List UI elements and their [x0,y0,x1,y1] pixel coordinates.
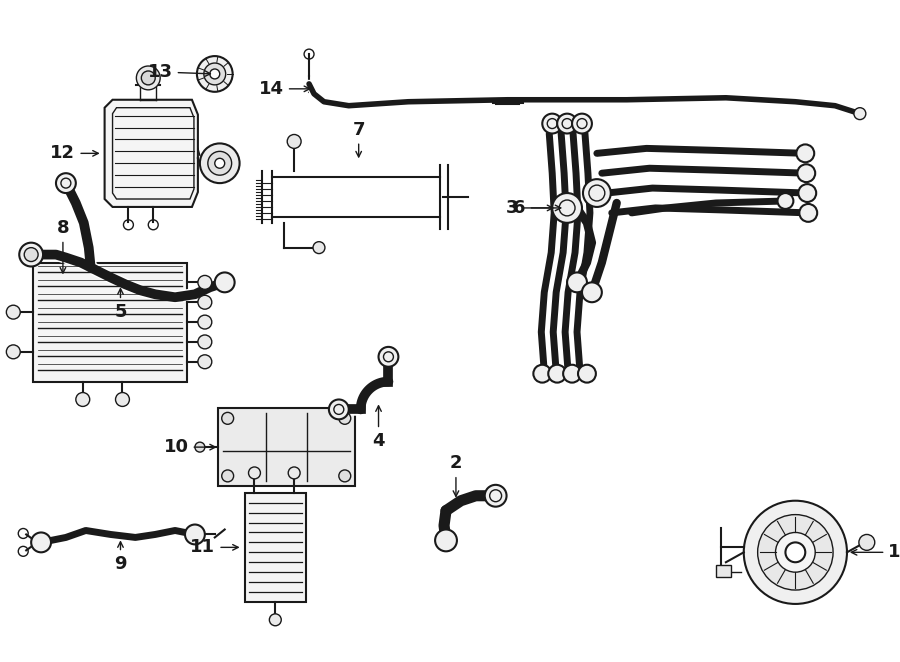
Circle shape [572,114,592,134]
Circle shape [6,305,20,319]
Circle shape [854,108,866,120]
Text: 5: 5 [114,289,127,321]
Text: 8: 8 [57,218,69,273]
Circle shape [198,275,212,289]
Circle shape [776,532,815,572]
Circle shape [582,283,602,303]
Circle shape [288,467,300,479]
Circle shape [204,63,226,85]
Text: 11: 11 [191,538,238,556]
Circle shape [197,56,232,92]
Circle shape [786,542,806,562]
Circle shape [743,500,847,604]
Bar [716,565,731,577]
Circle shape [548,365,566,383]
Circle shape [32,532,51,552]
Circle shape [6,345,20,359]
Circle shape [859,534,875,550]
Circle shape [799,204,817,222]
Circle shape [583,179,611,207]
Circle shape [287,134,302,148]
Circle shape [269,614,282,626]
Text: 13: 13 [148,63,211,81]
Circle shape [221,470,234,482]
Bar [218,408,355,486]
Circle shape [221,412,234,424]
Circle shape [208,152,231,175]
Circle shape [56,173,76,193]
Circle shape [248,467,260,479]
Circle shape [19,243,43,267]
Circle shape [578,365,596,383]
Text: 2: 2 [450,454,463,496]
Circle shape [797,164,815,182]
Polygon shape [33,263,187,381]
Text: 3: 3 [507,199,553,217]
Text: 9: 9 [114,542,127,573]
Polygon shape [104,100,198,207]
Circle shape [543,114,562,134]
Circle shape [198,295,212,309]
Circle shape [796,144,814,162]
Circle shape [563,365,581,383]
Circle shape [567,273,587,293]
Text: 6: 6 [513,199,561,217]
Circle shape [198,335,212,349]
Circle shape [778,193,794,209]
Text: 14: 14 [259,80,310,98]
Circle shape [215,273,235,293]
Text: 10: 10 [164,438,215,456]
Circle shape [338,412,351,424]
Circle shape [328,399,349,419]
Circle shape [115,393,130,406]
Circle shape [210,69,220,79]
Circle shape [534,365,551,383]
Circle shape [798,184,816,202]
Circle shape [553,193,582,223]
Circle shape [485,485,507,506]
Circle shape [185,524,205,544]
Circle shape [435,530,457,551]
Circle shape [76,393,90,406]
Circle shape [141,71,155,85]
Text: 1: 1 [851,544,900,561]
Circle shape [195,442,205,452]
Circle shape [379,347,399,367]
Text: 12: 12 [50,144,98,162]
Bar [245,493,306,602]
Circle shape [200,144,239,183]
Circle shape [758,514,833,590]
Circle shape [198,355,212,369]
Circle shape [557,114,577,134]
Circle shape [24,248,38,261]
Circle shape [338,470,351,482]
Circle shape [313,242,325,254]
Circle shape [215,158,225,168]
Text: 7: 7 [353,120,364,157]
Circle shape [137,66,160,90]
Circle shape [198,315,212,329]
Text: 4: 4 [373,406,385,450]
